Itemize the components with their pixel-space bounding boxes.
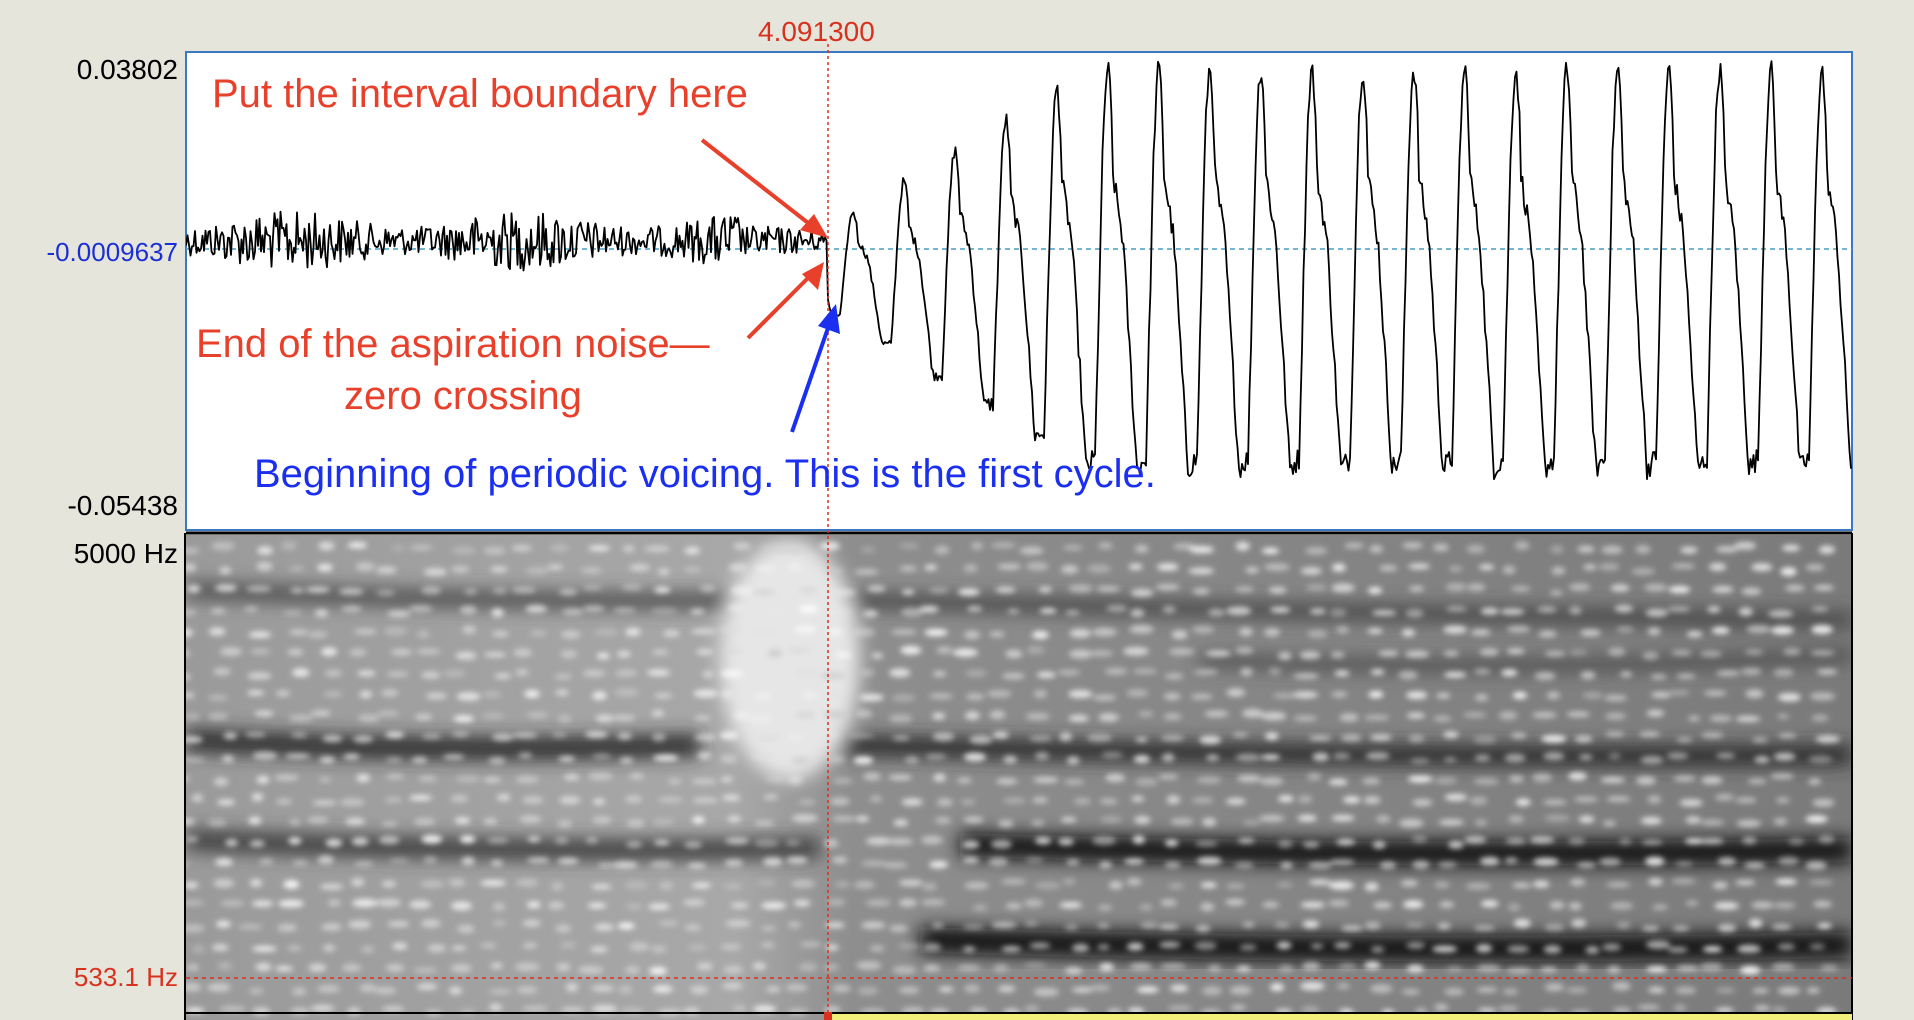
voicing-annotation: Beginning of periodic voicing. This is t… xyxy=(254,452,1156,496)
frequency-max-label: 5000 Hz xyxy=(73,538,178,569)
aspiration-annotation-line2: zero crossing xyxy=(344,374,582,418)
waveform-trace xyxy=(186,60,1852,481)
aspiration-arrow xyxy=(746,262,824,340)
amplitude-min-label: -0.05438 xyxy=(67,490,178,521)
selection-strip[interactable] xyxy=(828,1014,1852,1020)
amplitude-cursor-label: -0.0009637 xyxy=(46,237,178,267)
spectrogram-panel[interactable] xyxy=(170,535,1852,1020)
boundary-annotation: Put the interval boundary here xyxy=(212,72,748,116)
aspiration-annotation-line1: End of the aspiration noise— xyxy=(196,322,710,366)
waveform-panel[interactable] xyxy=(185,51,1853,531)
boundary-arrow xyxy=(700,138,828,238)
frequency-cursor-label: 533.1 Hz xyxy=(73,962,178,992)
boundary-marker[interactable] xyxy=(824,1012,832,1020)
amplitude-max-label: 0.03802 xyxy=(76,54,178,85)
cursor-time-label: 4.091300 xyxy=(758,16,875,47)
voicing-arrow xyxy=(790,304,840,433)
